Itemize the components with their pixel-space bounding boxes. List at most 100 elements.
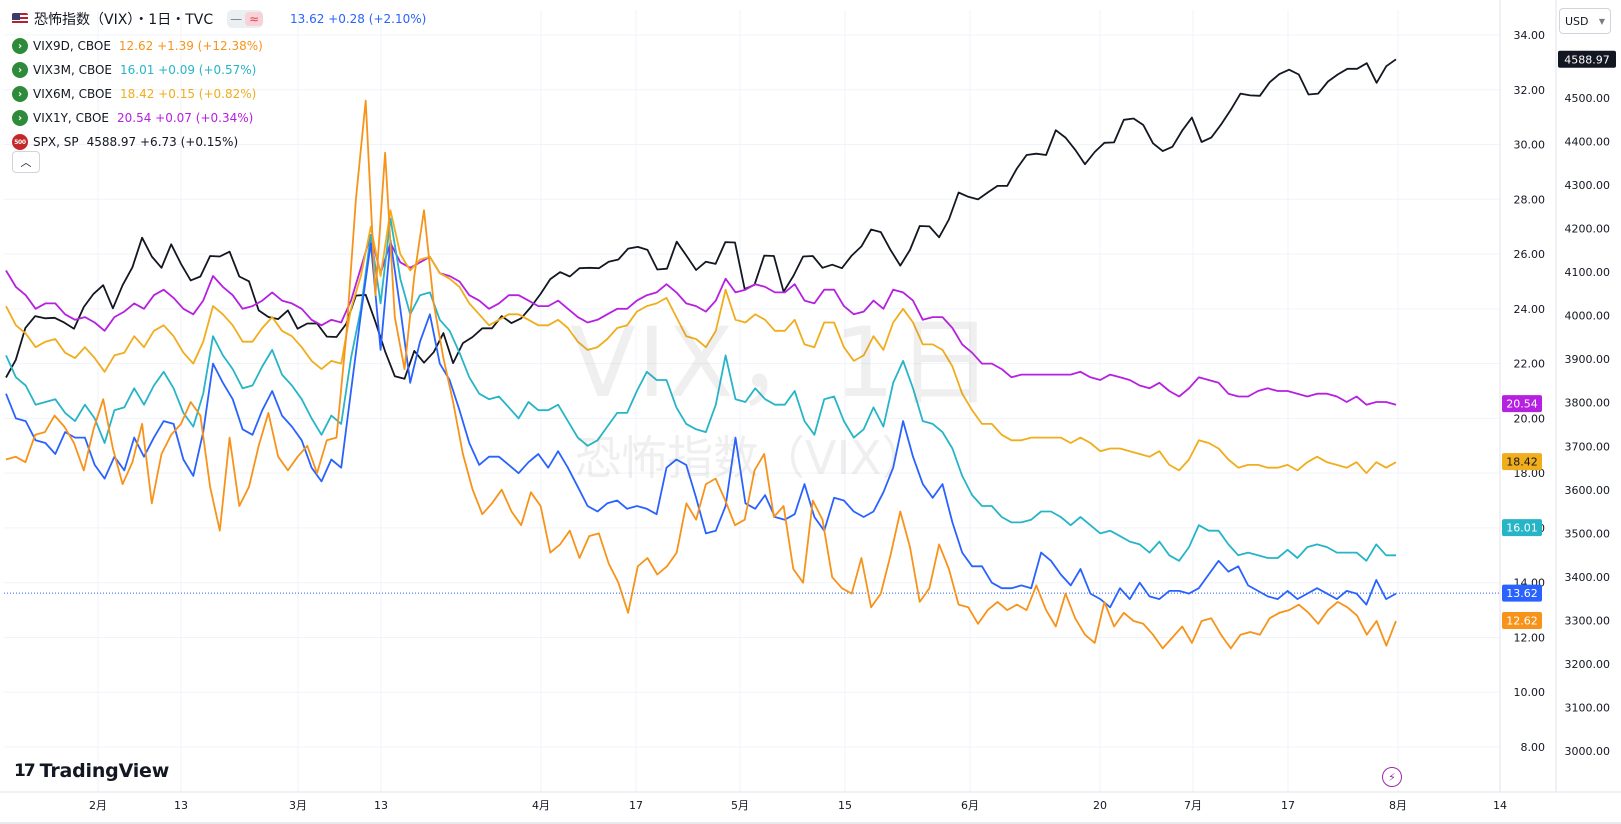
last-value-text: 12.62	[1506, 614, 1538, 627]
last-value-text: 13.62	[1506, 587, 1538, 600]
series-line-vix3m	[5, 217, 1396, 562]
series-line-vix	[5, 239, 1397, 609]
play-icon[interactable]: ›	[12, 38, 28, 54]
legend-value: 20.54 +0.07 (+0.34%)	[117, 111, 254, 125]
y-tick-label-vix: 28.00	[1514, 193, 1546, 206]
y-tick-label-vix: 24.00	[1514, 303, 1546, 316]
legend-item[interactable]: › VIX3M, CBOE 16.01 +0.09 (+0.57%)	[12, 60, 261, 80]
last-value-label: 16.01	[1502, 519, 1542, 537]
x-tick-label: 17	[1281, 799, 1295, 812]
last-value-bg	[1502, 395, 1542, 413]
y-tick-label-spx: 3200.00	[1565, 658, 1611, 671]
x-tick-label: 6月	[961, 799, 979, 812]
tradingview-logo[interactable]: 17 TradingView	[14, 760, 169, 782]
play-icon[interactable]: ›	[12, 110, 28, 126]
last-value-bg	[1502, 453, 1542, 471]
y-tick-label-spx: 3600.00	[1565, 484, 1611, 497]
legend-value: 4588.97 +6.73 (+0.15%)	[86, 135, 239, 149]
x-tick-label: 13	[174, 799, 188, 812]
x-tick-label: 2月	[89, 799, 107, 812]
last-value-label: 13.62	[1502, 584, 1542, 602]
x-tick-label: 15	[838, 799, 852, 812]
y-tick-label-vix: 20.00	[1514, 412, 1546, 425]
series-line-spx	[5, 58, 1397, 380]
collapse-legend-button[interactable]: ︿	[12, 151, 40, 173]
lightning-icon[interactable]: ⚡	[1382, 767, 1402, 787]
last-value-bg	[1558, 50, 1616, 68]
y-tick-label-vix: 22.00	[1514, 358, 1546, 371]
last-value-bg	[1502, 584, 1542, 602]
legend-symbol: SPX, SP	[33, 135, 79, 149]
y-tick-label-vix: 8.00	[1521, 741, 1546, 754]
x-tick-label: 8月	[1389, 799, 1407, 812]
legend-symbol: VIX1Y, CBOE	[33, 111, 109, 125]
x-tick-label: 4月	[532, 799, 550, 812]
minus-icon[interactable]: —	[230, 12, 243, 26]
y-tick-label-vix: 26.00	[1514, 248, 1546, 261]
x-tick-label: 7月	[1184, 799, 1202, 812]
visibility-pill[interactable]: — ≈	[227, 10, 264, 28]
legend-symbol: VIX6M, CBOE	[33, 87, 113, 101]
y-tick-label-vix: 34.00	[1514, 29, 1546, 42]
x-tick-label: 13	[374, 799, 388, 812]
y-tick-label-vix: 30.00	[1514, 139, 1546, 152]
y-tick-label-spx: 4200.00	[1565, 223, 1611, 236]
x-tick-label: 20	[1093, 799, 1107, 812]
tv-logo-icon: 17	[14, 761, 36, 781]
legend-item[interactable]: 500 SPX, SP 4588.97 +6.73 (+0.15%)	[12, 132, 243, 152]
y-tick-label-spx: 3000.00	[1565, 745, 1611, 758]
y-tick-label-spx: 3800.00	[1565, 397, 1611, 410]
currency-label: USD	[1565, 14, 1589, 28]
y-tick-label-vix: 32.00	[1514, 84, 1546, 97]
play-icon[interactable]: ›	[12, 86, 28, 102]
legend-value: 18.42 +0.15 (+0.82%)	[120, 87, 257, 101]
last-value-label: 20.54	[1502, 395, 1542, 413]
series-line-vix1y	[5, 234, 1397, 406]
chevron-up-icon: ︿	[20, 156, 32, 169]
y-tick-label-spx: 4300.00	[1565, 179, 1611, 192]
last-value-text: 20.54	[1506, 398, 1538, 411]
watermark-subtitle: 恐怖指数（VIX）	[575, 431, 928, 485]
y-tick-label-spx: 3900.00	[1565, 353, 1611, 366]
y-tick-label-vix: 18.00	[1514, 467, 1546, 480]
y-tick-label-spx: 3500.00	[1565, 527, 1611, 540]
chart-title-row[interactable]: 恐怖指数（VIX）・1日・TVC — ≈	[12, 8, 264, 30]
chart-title: 恐怖指数（VIX）・1日・TVC	[34, 12, 214, 28]
legend-symbol: VIX3M, CBOE	[33, 63, 113, 77]
y-tick-label-spx: 3700.00	[1565, 440, 1611, 453]
legend-value: 12.62 +1.39 (+12.38%)	[118, 39, 263, 53]
watermark-title: VIX，1日	[570, 307, 995, 419]
approx-icon[interactable]: ≈	[245, 12, 264, 26]
series-line-vix6m	[5, 209, 1397, 475]
x-tick-label: 17	[629, 799, 643, 812]
x-tick-label: 3月	[289, 799, 307, 812]
y-tick-label-spx: 3400.00	[1565, 571, 1611, 584]
last-value-text: 16.01	[1506, 522, 1538, 535]
last-value-text: 4588.97	[1564, 53, 1610, 66]
chevron-down-icon: ▼	[1598, 16, 1605, 26]
legend-item[interactable]: › VIX9D, CBOE 12.62 +1.39 (+12.38%)	[12, 36, 268, 56]
y-tick-label-spx: 3300.00	[1565, 614, 1611, 627]
legend-symbol: VIX9D, CBOE	[33, 39, 111, 53]
y-tick-label-spx: 4000.00	[1565, 310, 1611, 323]
y-tick-label-spx: 3100.00	[1565, 701, 1611, 714]
main-quote: 13.62 +0.28 (+2.10%)	[290, 12, 427, 26]
legend-item[interactable]: › VIX6M, CBOE 18.42 +0.15 (+0.82%)	[12, 84, 261, 104]
currency-select[interactable]: USD ▼	[1559, 8, 1611, 34]
y-tick-label-vix: 10.00	[1514, 686, 1546, 699]
play-icon[interactable]: ›	[12, 62, 28, 78]
y-tick-label-spx: 4100.00	[1565, 266, 1611, 279]
y-tick-label-spx: 4400.00	[1565, 136, 1611, 149]
last-value-bg	[1502, 519, 1542, 537]
last-value-bg	[1502, 611, 1542, 629]
x-tick-label: 14	[1493, 799, 1507, 812]
logo-text: TradingView	[39, 760, 170, 782]
last-value-label: 18.42	[1502, 453, 1542, 471]
sp500-badge-icon[interactable]: 500	[12, 134, 28, 150]
legend-item[interactable]: › VIX1Y, CBOE 20.54 +0.07 (+0.34%)	[12, 108, 258, 128]
x-tick-label: 5月	[731, 799, 749, 812]
series-line-vix9d	[5, 99, 1397, 650]
